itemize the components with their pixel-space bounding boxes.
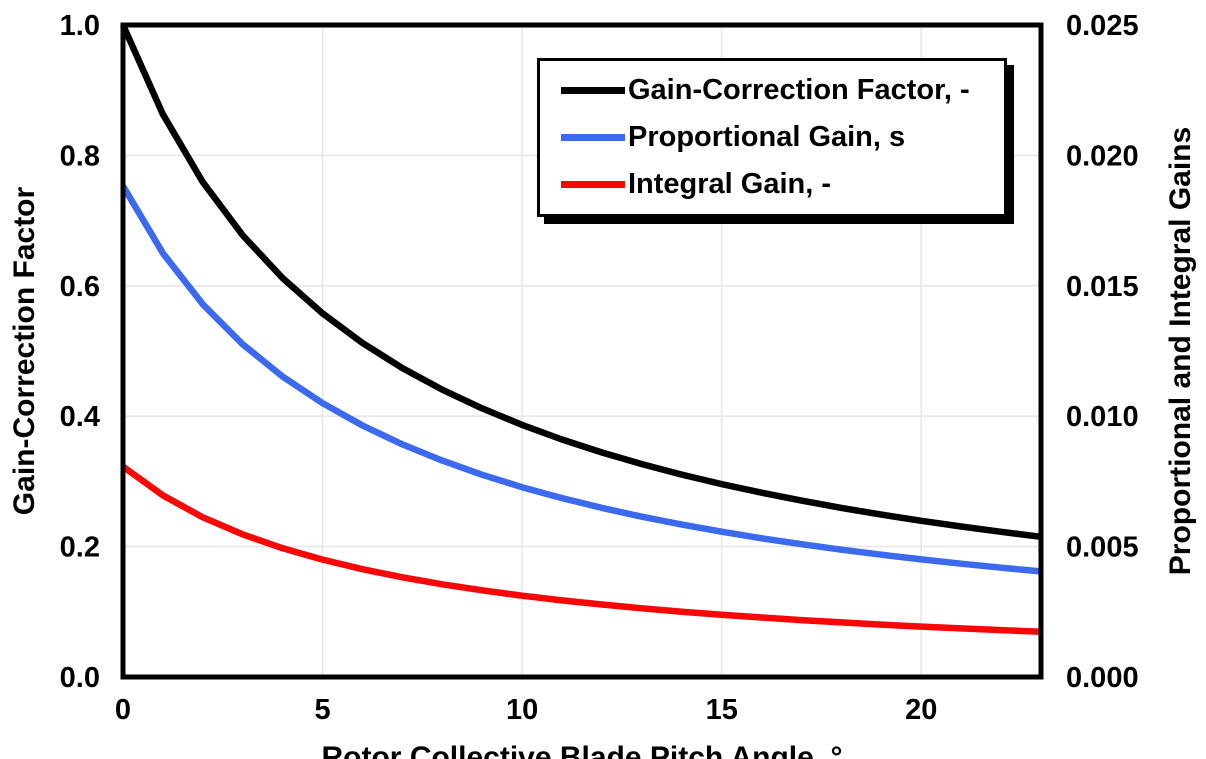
right-y-tick-label: 0.005 [1066, 532, 1139, 564]
legend-label: Integral Gain, - [628, 168, 832, 200]
right-y-tick-label: 0.025 [1066, 10, 1139, 42]
left-y-axis-title: Gain-Correction Factor [8, 186, 41, 516]
right-y-tick-label: 0.010 [1066, 401, 1139, 433]
left-y-tick-label: 0.0 [60, 662, 100, 694]
legend-item: Integral Gain, - [561, 161, 1004, 208]
x-axis-title: Rotor Collective Blade Pitch Angle, ° [321, 741, 843, 759]
legend-label: Proportional Gain, s [628, 121, 906, 153]
right-y-tick-label: 0.020 [1066, 140, 1139, 172]
left-y-tick-label: 1.0 [60, 10, 100, 42]
series-line-integral-gain [121, 463, 1042, 636]
left-y-tick-label: 0.4 [60, 401, 100, 433]
right-y-tick-label: 0.000 [1066, 662, 1139, 694]
series-line-gain-correction-factor [120, 23, 1042, 541]
legend: Gain-Correction Factor, - Proportional G… [537, 58, 1007, 217]
x-tick-label: 5 [314, 694, 330, 726]
legend-line-swatch-black [561, 87, 625, 94]
legend-label: Gain-Correction Factor, - [628, 74, 970, 106]
x-tick-label: 20 [905, 694, 937, 726]
left-y-tick-label: 0.6 [60, 271, 100, 303]
right-y-tick-label: 0.015 [1066, 271, 1139, 303]
legend-item: Gain-Correction Factor, - [561, 67, 1004, 114]
x-tick-label: 15 [706, 694, 738, 726]
x-tick-label: 10 [506, 694, 538, 726]
legend-line-swatch-red [561, 181, 625, 188]
x-tick-label: 0 [115, 694, 131, 726]
right-y-axis-title: Proportional and Integral Gains [1164, 126, 1197, 576]
left-y-tick-label: 0.8 [60, 140, 100, 172]
legend-line-swatch-blue [561, 134, 625, 141]
series-line-proportional-gain-s [120, 184, 1042, 575]
left-y-tick-label: 0.2 [60, 532, 100, 564]
plot-border [120, 22, 1044, 680]
legend-item: Proportional Gain, s [561, 114, 1004, 161]
